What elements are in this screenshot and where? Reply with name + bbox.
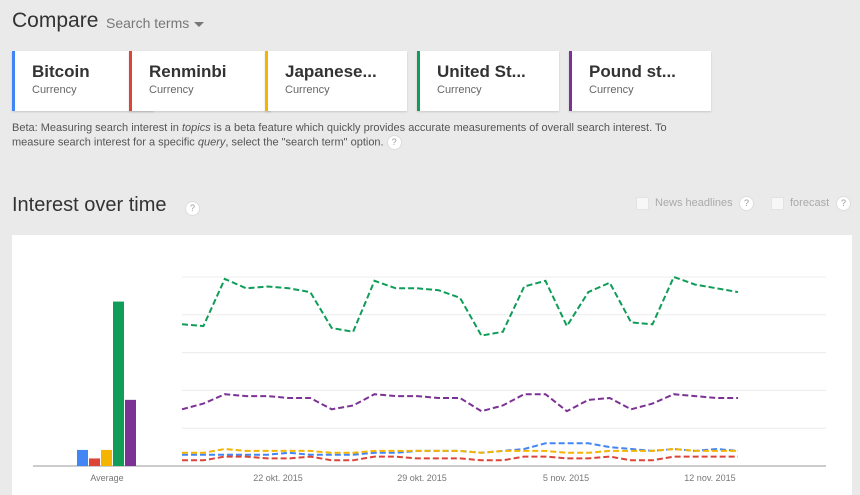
term-name: Pound st...	[589, 62, 676, 81]
help-icon[interactable]: ?	[386, 135, 402, 150]
beta-text-query: query	[197, 136, 226, 149]
term-type: Currency	[149, 84, 194, 96]
term-card-japanese-yen[interactable]: Japanese... Currency	[265, 51, 407, 111]
term-name: Bitcoin	[32, 62, 90, 81]
term-card-renminbi[interactable]: Renminbi Currency	[129, 51, 271, 111]
beta-note: Beta: Measuring search interest in topic…	[12, 121, 712, 150]
term-type: Currency	[437, 84, 482, 96]
term-name: United St...	[437, 62, 526, 81]
news-headlines-label: News headlines	[655, 197, 733, 209]
beta-text: , select the "search term" option.	[225, 136, 384, 149]
forecast-label: forecast	[790, 197, 830, 209]
page-title: Compare	[12, 9, 99, 32]
average-bar-renminbi	[89, 458, 100, 466]
term-type: Currency	[32, 84, 77, 96]
series-line-united-states-dollar	[181, 275, 739, 337]
series-line-bitcoin	[182, 442, 739, 456]
series-line-japanese-yen	[182, 447, 738, 454]
average-bar-united-states-dollar	[113, 301, 124, 466]
search-terms-label: Search terms	[106, 15, 190, 31]
x-tick-label: 12 nov. 2015	[684, 473, 735, 483]
x-tick-label: 29 okt. 2015	[397, 473, 447, 483]
forecast-checkbox[interactable]	[771, 197, 784, 210]
average-bar-japanese-yen	[101, 449, 112, 466]
section-title: Interest over time	[12, 194, 167, 216]
average-label: Average	[90, 473, 123, 483]
term-type: Currency	[589, 84, 634, 96]
x-tick-label: 5 nov. 2015	[543, 473, 589, 483]
series-line-pound-sterling	[181, 393, 738, 413]
average-bar-bitcoin	[77, 449, 88, 466]
x-tick-label: 22 okt. 2015	[253, 473, 303, 483]
search-terms-dropdown[interactable]: Search terms	[106, 15, 205, 31]
term-name: Renminbi	[149, 62, 227, 81]
news-headlines-checkbox[interactable]	[636, 197, 649, 210]
term-type: Currency	[285, 84, 330, 96]
term-name: Japanese...	[285, 62, 377, 81]
term-card-pound-sterling[interactable]: Pound st... Currency	[569, 51, 711, 111]
beta-text: is a beta feature which quickly provides…	[12, 122, 667, 149]
help-icon[interactable]: ?	[185, 201, 200, 216]
average-bar-pound-sterling	[125, 399, 136, 466]
term-card-us-dollar[interactable]: United St... Currency	[417, 51, 559, 111]
beta-text: Beta: Measuring search interest in	[12, 122, 182, 134]
beta-text-topics: topics	[181, 122, 211, 134]
caret-down-icon	[194, 21, 205, 27]
series-line-renminbi	[182, 455, 738, 462]
interest-chart: Average 22 okt. 2015 29 okt. 2015 5 nov.…	[33, 275, 826, 483]
help-icon[interactable]: ?	[739, 196, 754, 211]
help-icon[interactable]: ?	[836, 196, 851, 211]
